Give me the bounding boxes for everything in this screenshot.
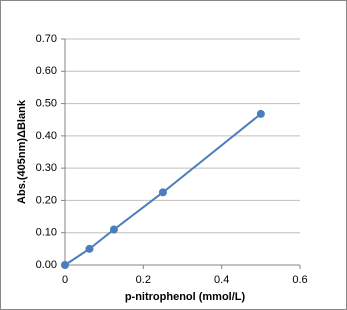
data-point [61,261,69,269]
x-axis-title: p-nitrophenol (mmol/L) [125,291,246,303]
data-point [256,109,265,118]
y-tick-label: 0.30 [36,162,57,174]
x-tick-label: 0 [62,274,68,286]
x-tick-label: 0.2 [136,274,151,286]
x-tick-label: 0.4 [214,274,229,286]
y-axis-title: Abs.(405nm)ΔBlank [16,99,28,204]
data-point [85,244,94,253]
y-tick-label: 0.70 [36,33,57,45]
y-tick-label: 0.00 [36,259,57,271]
data-point [109,225,118,234]
y-tick-label: 0.40 [36,130,57,142]
y-tick-label: 0.50 [36,97,57,109]
y-tick-label: 0.20 [36,194,57,206]
y-tick-label: 0.60 [36,65,57,77]
data-point [158,188,167,197]
x-tick-label: 0.6 [292,274,307,286]
y-tick-label: 0.10 [36,227,57,239]
